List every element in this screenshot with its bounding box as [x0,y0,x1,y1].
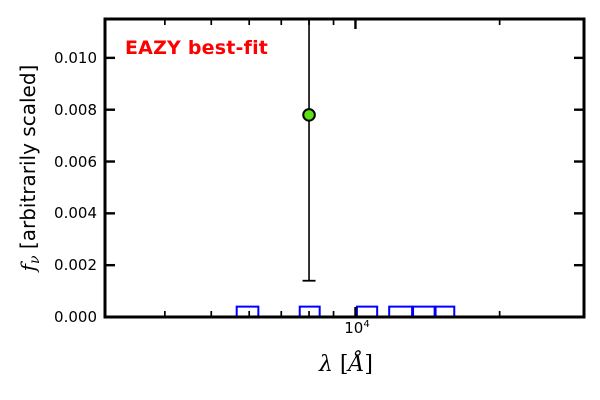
ylabel-rest: [arbitrarily scaled] [16,64,40,256]
axes-frame [103,17,586,319]
filter-band-outline [355,305,379,317]
y-tick-label: 0.006 [54,152,97,171]
filter-band-outline [388,305,414,317]
xlabel-close-bracket: ] [364,352,373,377]
x-axis-title: λ [Å] [294,350,398,380]
y-tick-label: 0.004 [54,204,97,223]
xlabel-open-bracket: [ [332,352,349,377]
ylabel-f-symbol: f [16,263,40,272]
xlabel-angstrom-symbol: Å [348,352,365,377]
y-axis-title: fν [arbitrarily scaled] [15,18,44,318]
annotation-eazy-best-fit: EAZY best-fit [125,37,269,59]
x-tick-label-10e4: 104 [331,319,383,338]
y-tick-label: 0.008 [54,100,97,119]
ylabel-nu-subscript: ν [27,255,44,264]
y-tick-label: 0.002 [54,256,97,275]
filter-band-outline [412,305,436,317]
x-tick-base: 10 [344,319,364,337]
y-tick-label: 0.010 [54,48,97,67]
xlabel-lambda-symbol: λ [318,352,333,377]
x-tick-exponent: 4 [363,319,370,330]
y-tick-label: 0.000 [54,308,97,326]
data-point-marker [302,108,316,122]
filter-band-outline [235,305,260,317]
filter-band-outline [434,305,456,317]
filter-band-outline [298,305,321,317]
